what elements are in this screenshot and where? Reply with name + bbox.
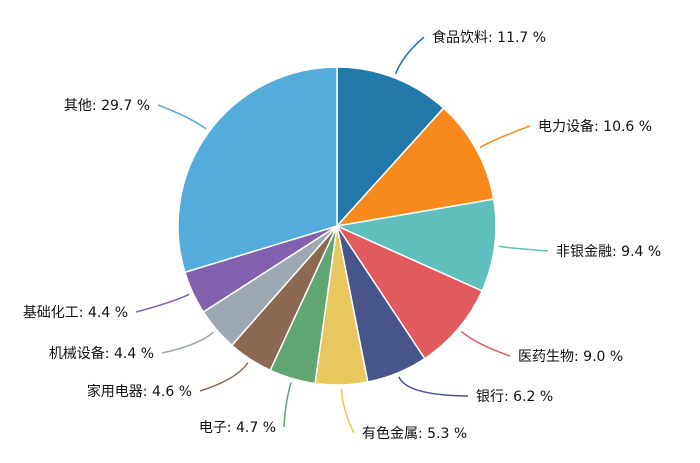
slice-10-wedge[interactable] bbox=[177, 66, 338, 274]
slice-0-wedge[interactable] bbox=[336, 66, 445, 228]
slice-2-wedge[interactable] bbox=[334, 198, 497, 292]
slice-8-label: 机械设备: 4.4 % bbox=[49, 345, 154, 362]
slice-0-leader-line bbox=[394, 36, 425, 75]
slice-3-label: 医药生物: 9.0 % bbox=[518, 349, 623, 365]
slice-8-leader-line bbox=[161, 331, 214, 354]
slice-6-label: 电子: 4.7 % bbox=[199, 420, 276, 436]
slice-5-leader-line bbox=[340, 388, 355, 434]
slice-2-label: 非银金融: 9.4 % bbox=[556, 244, 661, 260]
slice-9-leader-line bbox=[135, 293, 190, 313]
slice-7-label: 家用电器: 4.6 % bbox=[87, 383, 192, 400]
slice-6-leader-line bbox=[283, 382, 292, 428]
slice-5-label: 有色金属: 5.3 % bbox=[362, 425, 467, 442]
slice-labels: 食品饮料: 11.7 % 电力设备: 10.6 % 非银金融: 9.4 % 医药生物:… bbox=[23, 29, 661, 442]
slice-1-wedge[interactable] bbox=[334, 107, 495, 228]
slice-3-wedge[interactable] bbox=[334, 224, 484, 360]
leader-lines bbox=[135, 36, 549, 434]
slice-0-label: 食品饮料: 11.7 % bbox=[432, 29, 546, 46]
slice-4-leader-line bbox=[398, 376, 469, 397]
slice-10-label: 其他: 29.7 % bbox=[64, 98, 150, 114]
pie-slices bbox=[177, 66, 497, 386]
slice-10-leader-line bbox=[157, 104, 207, 130]
slice-1-label: 电力设备: 10.6 % bbox=[538, 118, 652, 135]
slice-7-leader-line bbox=[199, 362, 249, 392]
slice-3-leader-line bbox=[460, 330, 511, 357]
slice-9-label: 基础化工: 4.4 % bbox=[23, 304, 128, 321]
slice-2-leader-line bbox=[498, 245, 549, 252]
slice-4-label: 银行: 6.2 % bbox=[476, 389, 553, 405]
slice-1-leader-line bbox=[479, 125, 531, 149]
